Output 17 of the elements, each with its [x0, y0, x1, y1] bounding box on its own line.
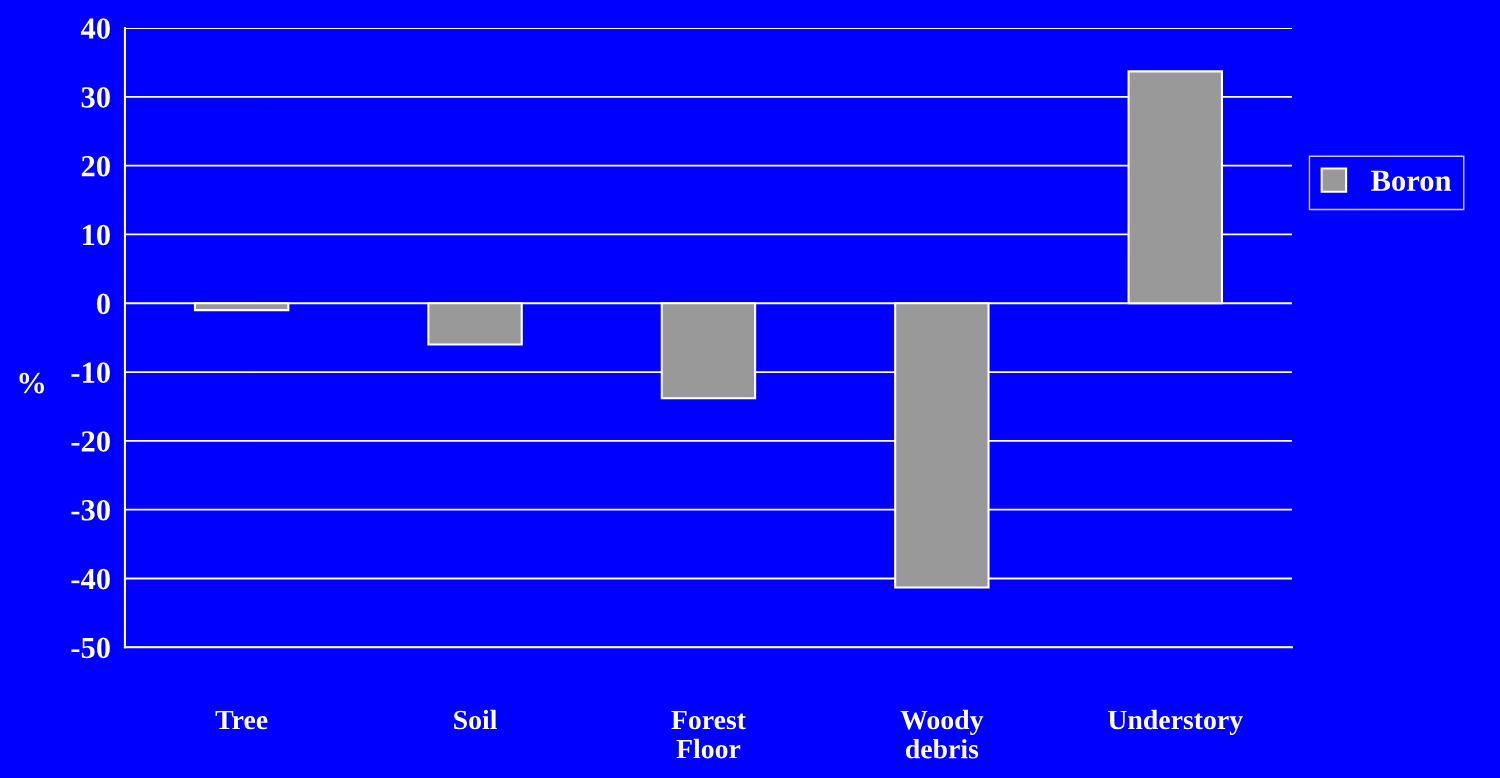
y-tick-label: 0 — [96, 293, 110, 315]
y-tick-label: -20 — [71, 431, 110, 452]
y-tick-label: -30 — [71, 499, 110, 521]
x-tick-label: Woody debris — [900, 709, 984, 759]
y-tick-label: 20 — [81, 155, 110, 177]
x-tick-label: Tree — [215, 710, 268, 730]
x-tick-label: Forest Floor — [671, 710, 746, 759]
y-tick-label: 10 — [82, 224, 110, 246]
y-tick-label: -40 — [71, 568, 110, 590]
y-tick-label: 30 — [81, 87, 110, 108]
legend-label: Boron — [1371, 170, 1452, 192]
x-tick-label: Understory — [1108, 709, 1243, 736]
y-tick-label: -50 — [71, 637, 110, 659]
x-tick-label: Soil — [454, 709, 497, 730]
y-tick-label: -10 — [71, 362, 110, 383]
y-axis-title: % — [19, 372, 44, 394]
y-tick-label: 40 — [80, 18, 110, 39]
